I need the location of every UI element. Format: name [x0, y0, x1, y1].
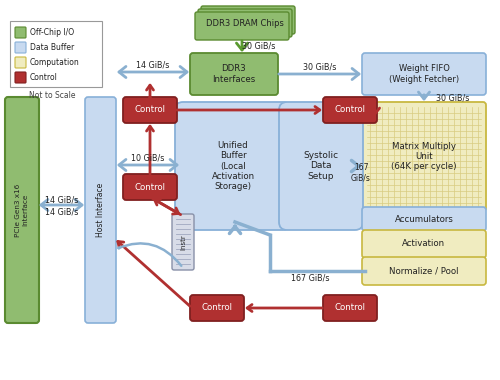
FancyBboxPatch shape [123, 97, 177, 123]
Text: Control: Control [334, 304, 366, 312]
Text: 167
GiB/s: 167 GiB/s [351, 163, 371, 183]
Text: PCIe Gen3 x16
Interface: PCIe Gen3 x16 Interface [16, 184, 28, 237]
Text: Host Interface: Host Interface [96, 183, 105, 237]
FancyBboxPatch shape [15, 72, 26, 83]
FancyBboxPatch shape [190, 53, 278, 95]
Text: Accumulators: Accumulators [394, 214, 454, 223]
Text: Off-Chip I/O: Off-Chip I/O [30, 28, 74, 37]
Text: 14 GiB/s: 14 GiB/s [46, 195, 78, 204]
Text: Control: Control [30, 73, 58, 82]
FancyBboxPatch shape [362, 53, 486, 95]
Text: 167 GiB/s: 167 GiB/s [291, 274, 329, 282]
FancyBboxPatch shape [201, 6, 295, 34]
FancyArrowPatch shape [118, 243, 182, 266]
Text: Matrix Multiply
Unit
(64K per cycle): Matrix Multiply Unit (64K per cycle) [391, 142, 457, 171]
Text: Control: Control [134, 182, 166, 192]
Text: Control: Control [202, 304, 232, 312]
FancyBboxPatch shape [198, 9, 292, 37]
Text: Weight FIFO
(Weight Fetcher): Weight FIFO (Weight Fetcher) [389, 64, 459, 84]
FancyBboxPatch shape [362, 207, 486, 231]
FancyBboxPatch shape [279, 102, 363, 230]
Text: Normalize / Pool: Normalize / Pool [389, 266, 459, 276]
FancyBboxPatch shape [190, 295, 244, 321]
Text: Instr: Instr [180, 234, 186, 250]
Text: 30 GiB/s: 30 GiB/s [304, 62, 336, 71]
Text: 30 GiB/s: 30 GiB/s [242, 41, 276, 51]
Text: DDR3
Interfaces: DDR3 Interfaces [212, 64, 256, 84]
Text: Computation: Computation [30, 58, 80, 67]
FancyBboxPatch shape [15, 27, 26, 38]
FancyBboxPatch shape [175, 102, 291, 230]
FancyBboxPatch shape [15, 57, 26, 68]
FancyBboxPatch shape [323, 295, 377, 321]
FancyBboxPatch shape [15, 42, 26, 53]
Text: Control: Control [334, 106, 366, 114]
Text: 14 GiB/s: 14 GiB/s [46, 207, 78, 217]
FancyBboxPatch shape [362, 230, 486, 258]
Text: Systolic
Data
Setup: Systolic Data Setup [304, 151, 338, 181]
Text: 10 GiB/s: 10 GiB/s [132, 154, 164, 163]
FancyBboxPatch shape [85, 97, 116, 323]
Text: Data Buffer: Data Buffer [30, 43, 74, 52]
FancyBboxPatch shape [123, 174, 177, 200]
Text: Control: Control [134, 106, 166, 114]
FancyBboxPatch shape [362, 102, 486, 211]
Text: Activation: Activation [402, 239, 446, 249]
FancyBboxPatch shape [195, 12, 289, 40]
Text: Not to Scale: Not to Scale [29, 90, 75, 100]
FancyBboxPatch shape [5, 97, 39, 323]
Text: 14 GiB/s: 14 GiB/s [136, 60, 170, 70]
FancyBboxPatch shape [172, 214, 194, 270]
Text: Unified
Buffer
(Local
Activation
Storage): Unified Buffer (Local Activation Storage… [212, 141, 254, 191]
Text: DDR3 DRAM Chips: DDR3 DRAM Chips [206, 19, 284, 28]
Text: 30 GiB/s: 30 GiB/s [436, 93, 470, 103]
FancyBboxPatch shape [362, 257, 486, 285]
Bar [10, 21, 102, 87]
FancyBboxPatch shape [323, 97, 377, 123]
